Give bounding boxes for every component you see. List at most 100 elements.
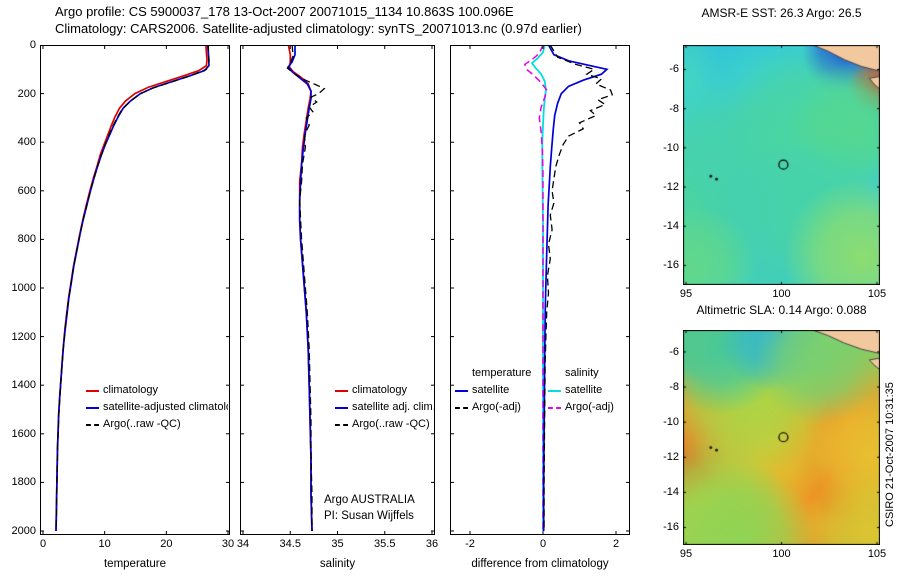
argo-raw-line-sample xyxy=(86,423,99,426)
legend-label: satellite adj. clim. xyxy=(352,401,435,413)
tick-label: -12 xyxy=(663,451,679,464)
salinity-legend: climatology satellite adj. clim. Argo(..… xyxy=(335,382,435,433)
tick-label: 2000 xyxy=(11,525,36,537)
tick-label: 105 xyxy=(867,288,887,300)
series-argo-raw-qc- xyxy=(286,45,326,531)
legend-header-salinity: salinity xyxy=(565,367,599,379)
note-line2: PI: Susan Wijffels xyxy=(324,510,414,522)
difference-axis-label: difference from climatology xyxy=(471,558,609,570)
argo-raw-line-sample xyxy=(335,423,348,426)
series-climatology xyxy=(55,45,208,532)
legend-label: Argo(-adj) xyxy=(565,401,614,413)
tick-label: 2 xyxy=(612,538,620,550)
legend-label: Argo(..raw -QC) xyxy=(352,418,430,430)
temperature-profile-plot xyxy=(40,45,230,535)
legend-row: satellite-adjusted climatology xyxy=(86,399,228,416)
tick-label: 1400 xyxy=(11,379,36,392)
temp-argo-line-sample xyxy=(455,406,468,409)
tick-label: -10 xyxy=(663,416,679,429)
tick-label: -14 xyxy=(663,486,679,499)
csiro-credit: CSIRO 21-Oct-2007 10:31:35 xyxy=(884,382,896,527)
tick-label: 100 xyxy=(772,548,791,560)
tick-label: 95 xyxy=(679,548,693,560)
tick-label: -16 xyxy=(663,259,679,272)
legend-label: satellite xyxy=(472,384,510,396)
tick-label: 200 xyxy=(17,87,36,100)
tick-label: 800 xyxy=(17,233,36,246)
difference-profile-plot xyxy=(450,45,630,535)
series-salinity-argo-adj- xyxy=(523,45,548,531)
legend-row: Argo(-adj) xyxy=(548,399,628,416)
series-satellite-adj-clim- xyxy=(287,45,313,532)
salinity-axis-label: salinity xyxy=(319,558,356,570)
legend-header-temperature: temperature xyxy=(472,367,532,379)
note-line1: Argo AUSTRALIA xyxy=(324,494,415,506)
tick-label: 105 xyxy=(867,548,887,560)
tick-label: 34 xyxy=(236,538,250,550)
tick-label: -8 xyxy=(669,102,679,115)
tick-label: -16 xyxy=(663,521,679,534)
legend-label: satellite xyxy=(565,384,603,396)
tick-label: 100 xyxy=(772,288,791,300)
tick-label: 0 xyxy=(29,39,36,51)
difference-salinity-legend: salinity satellite Argo(-adj) xyxy=(548,365,628,416)
temperature-axis-label: temperature xyxy=(103,558,166,570)
tick-label: -10 xyxy=(663,141,679,154)
tick-label: 1200 xyxy=(11,330,36,343)
title-line2: Climatology: CARS2006. Satellite-adjuste… xyxy=(55,21,582,36)
temp-satellite-line-sample xyxy=(455,389,468,392)
legend-row: Argo(..raw -QC) xyxy=(335,416,435,433)
satellite-clim-line-sample xyxy=(335,406,348,409)
tick-label: 600 xyxy=(17,184,36,197)
title-line1: Argo profile: CS 5900037_178 13-Oct-2007… xyxy=(55,4,514,19)
tick-label: -6 xyxy=(669,63,679,76)
salinity-profile-plot xyxy=(240,45,435,535)
tick-label: 10 xyxy=(98,538,111,550)
legend-label: satellite-adjusted climatology xyxy=(103,401,228,413)
argo-australia-note: Argo AUSTRALIA PI: Susan Wijffels xyxy=(324,492,415,524)
legend-row: satellite adj. clim. xyxy=(335,399,435,416)
series-argo-raw-qc- xyxy=(55,45,210,532)
tick-label: -8 xyxy=(669,381,679,394)
legend-label: Argo(..raw -QC) xyxy=(103,418,181,430)
legend-row: Argo(-adj) xyxy=(455,399,545,416)
sla-map-title: Altimetric SLA: 0.14 Argo: 0.088 xyxy=(696,303,867,317)
legend-label: climatology xyxy=(352,384,408,396)
legend-label: Argo(-adj) xyxy=(472,401,521,413)
tick-label: 95 xyxy=(679,288,693,300)
tick-label: -6 xyxy=(669,345,679,358)
legend-row: Argo(..raw -QC) xyxy=(86,416,228,433)
series-temperature-argo-adj- xyxy=(543,45,614,531)
tick-label: 34.5 xyxy=(279,538,301,550)
sal-argo-line-sample xyxy=(548,406,561,409)
satellite-clim-line-sample xyxy=(86,406,99,409)
legend-row: satellite xyxy=(548,382,628,399)
legend-row: climatology xyxy=(86,382,228,399)
legend-row: satellite xyxy=(455,382,545,399)
tick-label: 1600 xyxy=(11,427,36,440)
legend-row: climatology xyxy=(335,382,435,399)
tick-label: 35.5 xyxy=(374,538,396,550)
tick-label: 400 xyxy=(17,136,36,149)
tick-label: 30 xyxy=(221,538,235,550)
sla-map xyxy=(683,330,880,545)
tick-label: 1000 xyxy=(11,282,36,294)
sst-map xyxy=(683,45,880,285)
tick-label: 0 xyxy=(39,538,47,550)
temperature-legend: climatology satellite-adjusted climatolo… xyxy=(86,382,228,433)
tick-label: -2 xyxy=(465,538,475,550)
legend-label: climatology xyxy=(103,384,159,396)
tick-label: 20 xyxy=(160,538,173,550)
tick-label: -12 xyxy=(663,181,679,194)
tick-label: -14 xyxy=(663,220,679,233)
series-temperature-satellite xyxy=(542,45,609,531)
tick-label: 1800 xyxy=(11,476,36,489)
tick-label: 36 xyxy=(425,538,439,550)
climatology-line-sample xyxy=(335,389,348,392)
difference-temperature-legend: temperature satellite Argo(-adj) xyxy=(455,365,545,416)
climatology-line-sample xyxy=(86,389,99,392)
sal-satellite-line-sample xyxy=(548,389,561,392)
tick-label: 35 xyxy=(331,538,344,550)
sst-map-title: AMSR-E SST: 26.3 Argo: 26.5 xyxy=(701,6,862,20)
